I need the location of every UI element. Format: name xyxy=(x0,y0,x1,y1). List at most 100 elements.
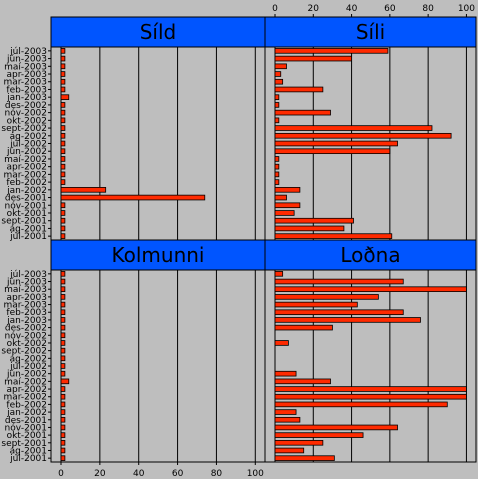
bar xyxy=(60,171,66,178)
bar xyxy=(60,194,206,201)
bar xyxy=(274,401,448,408)
bar xyxy=(274,309,404,316)
bar xyxy=(60,370,66,377)
bar xyxy=(274,171,280,178)
bar xyxy=(274,194,287,201)
y-tick-label: jún-2002 xyxy=(6,370,47,380)
y-tick-label: okt-2001 xyxy=(7,209,47,219)
bar xyxy=(274,370,297,377)
bar xyxy=(274,424,398,431)
bar xyxy=(274,117,280,124)
bar xyxy=(60,455,66,461)
bar xyxy=(274,109,331,116)
bar xyxy=(60,401,66,408)
y-tick-label: ág-2001 xyxy=(10,224,47,234)
y-tick-label: feb-2003 xyxy=(6,85,47,95)
bar xyxy=(60,271,66,277)
y-tick-label: nóv-2001 xyxy=(5,200,47,211)
y-tick-label: júl-2002 xyxy=(9,140,47,150)
y-tick-label: nóv-2002 xyxy=(5,330,47,341)
bar xyxy=(274,202,301,209)
x-tick-label: 0 xyxy=(58,469,64,479)
x-tick-label: 40 xyxy=(133,469,145,479)
y-tick-label: feb-2002 xyxy=(6,178,47,188)
bar xyxy=(60,71,66,77)
bar xyxy=(60,440,66,446)
y-tick-label: okt-2002 xyxy=(7,339,47,349)
bar xyxy=(274,102,280,108)
bar xyxy=(60,278,66,285)
bar xyxy=(60,210,66,216)
bar xyxy=(60,309,66,316)
bar xyxy=(60,63,66,70)
y-tick-label: júl-2002 xyxy=(9,362,47,372)
bar xyxy=(60,202,66,209)
bar xyxy=(60,78,66,85)
bar xyxy=(60,217,66,224)
bar xyxy=(60,378,70,385)
y-tick-label: jún-2003 xyxy=(6,55,47,65)
y-tick-label: jan-2003 xyxy=(6,93,47,103)
bar xyxy=(274,140,398,147)
bar xyxy=(60,225,66,232)
bar xyxy=(60,301,66,308)
bar xyxy=(274,324,333,331)
panel-border xyxy=(264,239,477,463)
panel-title: Kolmunni xyxy=(112,243,205,267)
y-tick-label: okt-2001 xyxy=(7,431,47,441)
y-tick-label: des-2001 xyxy=(5,416,47,426)
bar xyxy=(60,393,66,400)
y-tick-label: maí-2003 xyxy=(4,285,47,295)
bar xyxy=(274,156,280,162)
x-tick-label: 20 xyxy=(94,469,106,479)
y-tick-label: mar-2003 xyxy=(3,301,47,311)
bar xyxy=(274,340,289,346)
bar xyxy=(60,386,66,392)
bar xyxy=(274,217,354,224)
y-tick-label: feb-2003 xyxy=(6,308,47,318)
panel-border xyxy=(50,239,266,463)
y-tick-label: jan-2002 xyxy=(6,408,47,418)
y-tick-label: júl-2003 xyxy=(9,47,47,57)
panel-title: Síld xyxy=(140,20,177,44)
bar xyxy=(60,94,70,100)
bar xyxy=(274,294,379,300)
bar xyxy=(274,432,364,438)
y-tick-label: nóv-2001 xyxy=(5,422,47,433)
y-tick-label: jún-2003 xyxy=(6,278,47,288)
bar xyxy=(274,179,280,185)
bar xyxy=(60,409,66,415)
y-tick-label: jan-2003 xyxy=(6,316,47,326)
bar xyxy=(274,447,305,454)
bar xyxy=(274,440,324,446)
bar xyxy=(60,340,66,346)
bar xyxy=(60,156,66,162)
bar xyxy=(60,179,66,185)
y-tick-label: mar-2002 xyxy=(3,170,47,180)
y-tick-label: maí-2002 xyxy=(4,155,47,165)
bar xyxy=(60,424,66,431)
y-tick-label: jan-2002 xyxy=(6,186,47,196)
x-tick-label: 80 xyxy=(422,4,434,14)
y-tick-label: feb-2002 xyxy=(6,400,47,410)
x-tick-label: 40 xyxy=(346,4,358,14)
x-tick-label: 60 xyxy=(384,4,396,14)
y-tick-label: ág-2001 xyxy=(10,446,47,456)
bar xyxy=(60,187,107,193)
bar xyxy=(60,109,66,116)
x-tick-label: 100 xyxy=(247,469,264,479)
y-tick-label: sept-2002 xyxy=(1,124,47,134)
y-tick-label: júl-2003 xyxy=(9,270,47,280)
bar xyxy=(274,409,297,415)
bar xyxy=(60,355,66,362)
bar xyxy=(274,386,467,392)
bar xyxy=(274,148,391,155)
bar xyxy=(274,393,467,400)
bar xyxy=(274,210,295,216)
bar xyxy=(60,86,66,93)
bar xyxy=(60,117,66,124)
y-tick-label: jún-2002 xyxy=(6,147,47,157)
y-tick-label: júl-2001 xyxy=(9,454,47,464)
y-tick-label: sept-2002 xyxy=(1,347,47,357)
panel-title: Síli xyxy=(356,20,385,44)
